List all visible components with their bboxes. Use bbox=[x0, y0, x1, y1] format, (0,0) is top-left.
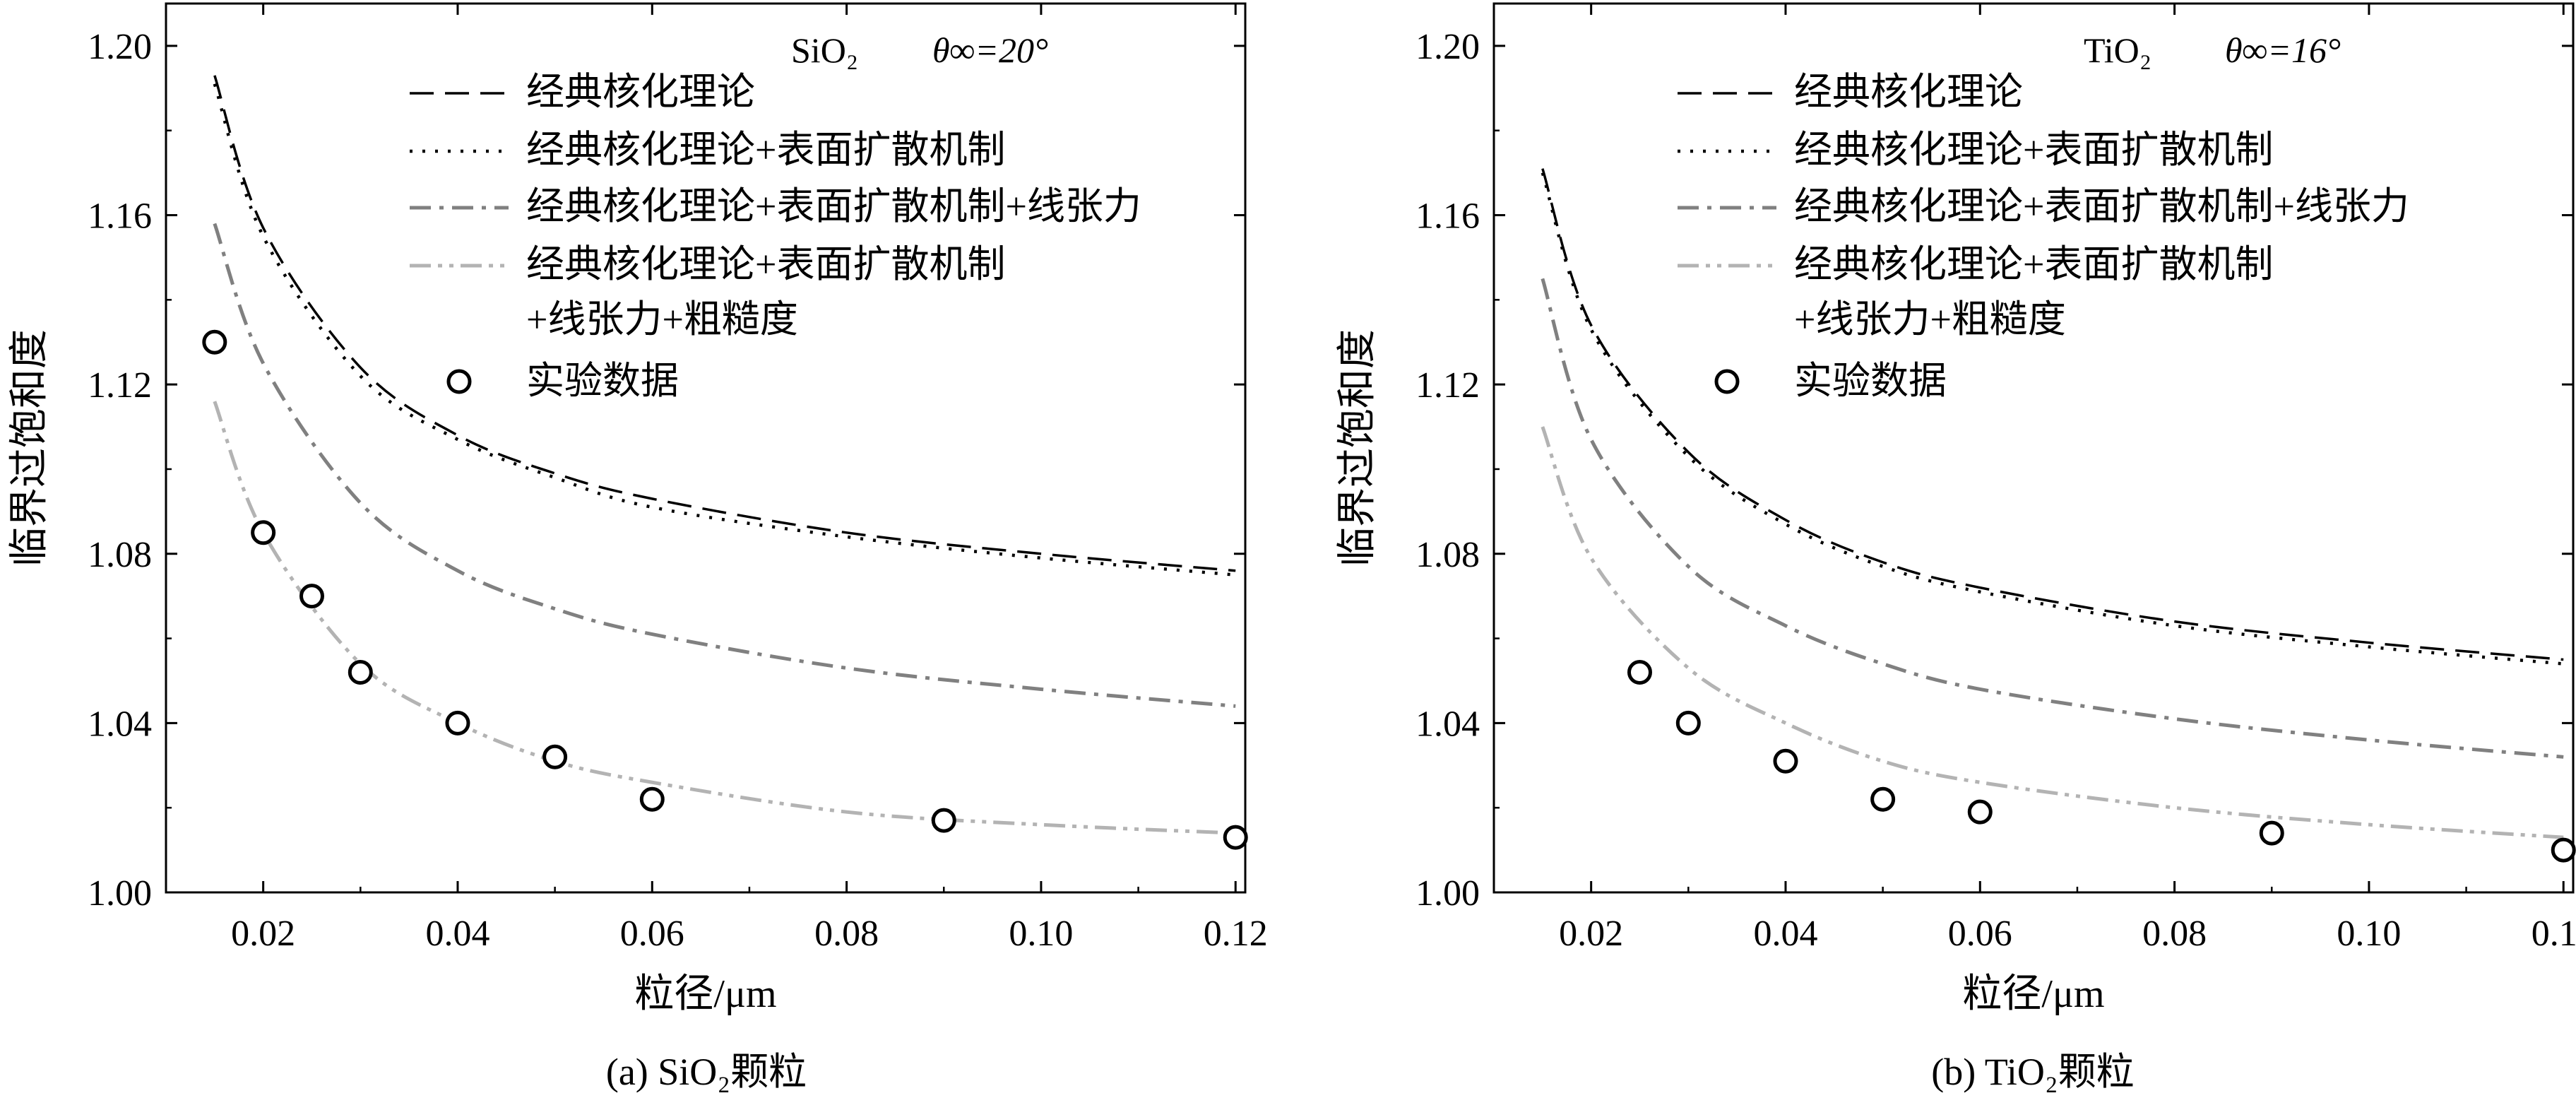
y-tick-label: 1.20 bbox=[88, 27, 152, 67]
experimental-point bbox=[639, 786, 665, 812]
series-line-1 bbox=[1541, 168, 2564, 661]
experimental-point bbox=[2551, 837, 2576, 863]
experimental-point bbox=[1967, 799, 1993, 825]
experimental-point bbox=[1675, 710, 1701, 736]
legend-marker-experimental bbox=[446, 369, 472, 394]
legend-label-1: 经典核化理论 bbox=[526, 71, 755, 113]
x-tick-label: 0.10 bbox=[2337, 914, 2401, 954]
experimental-point bbox=[445, 710, 470, 736]
plot-frame bbox=[165, 2, 1247, 894]
y-tick-label: 1.04 bbox=[88, 704, 152, 744]
chart-panel-a: 0.02 0.04 0.06 0.08 0.10 0.12 1.00 1.04 1.08 1.12… bbox=[8, 2, 1268, 1093]
legend-label-4: 经典核化理论+表面扩散机制 bbox=[1794, 243, 2273, 285]
series-line-3 bbox=[213, 223, 1236, 708]
panel-caption: (a) SiO₂颗粒 bbox=[606, 1051, 807, 1093]
x-tick-label: 0.12 bbox=[2532, 914, 2576, 954]
contact-angle-label: θ∞=16° bbox=[2225, 30, 2341, 70]
legend-label-4-line2: +线张力+粗糙度 bbox=[1794, 298, 2066, 341]
legend-label-experimental: 实验数据 bbox=[1794, 360, 1947, 402]
x-tick-label: 0.12 bbox=[1204, 914, 1268, 954]
x-tick-label: 0.10 bbox=[1009, 914, 1073, 954]
y-axis-title: 临界过饱和度 bbox=[8, 329, 52, 567]
legend-label-1: 经典核化理论 bbox=[1794, 71, 2023, 113]
legend-label-3: 经典核化理论+表面扩散机制+线张力 bbox=[1794, 185, 2409, 228]
experimental-point bbox=[1627, 659, 1652, 685]
y-tick-label: 1.20 bbox=[1415, 27, 1480, 67]
x-tick-label: 0.04 bbox=[425, 914, 489, 954]
experimental-point bbox=[251, 520, 276, 545]
experimental-point bbox=[1773, 748, 1798, 774]
y-tick-label: 1.00 bbox=[88, 873, 152, 914]
x-tick-label: 0.08 bbox=[2142, 914, 2207, 954]
experimental-point bbox=[1223, 825, 1248, 850]
y-tick-label: 1.12 bbox=[88, 365, 152, 406]
series-line-3 bbox=[1541, 278, 2564, 759]
experimental-point bbox=[931, 808, 956, 833]
experimental-point bbox=[348, 659, 373, 685]
legend-label-2: 经典核化理论+表面扩散机制 bbox=[1794, 129, 2273, 171]
x-axis-title: 粒径/μm bbox=[1962, 972, 2104, 1016]
legend-marker-experimental bbox=[1714, 369, 1740, 394]
y-tick-label: 1.08 bbox=[1415, 535, 1480, 575]
experimental-point bbox=[299, 584, 324, 609]
experimental-point bbox=[542, 744, 568, 769]
contact-angle-label: θ∞=20° bbox=[932, 30, 1048, 70]
y-tick-label: 1.04 bbox=[1415, 704, 1480, 744]
x-tick-label: 0.08 bbox=[814, 914, 879, 954]
x-tick-label: 0.02 bbox=[1559, 914, 1623, 954]
legend-label-3: 经典核化理论+表面扩散机制+线张力 bbox=[526, 185, 1141, 228]
x-tick-label: 0.04 bbox=[1753, 914, 1817, 954]
panel-caption: (b) TiO₂颗粒 bbox=[1931, 1051, 2134, 1093]
x-tick-label: 0.06 bbox=[1948, 914, 2012, 954]
y-tick-label: 1.08 bbox=[88, 535, 152, 575]
y-tick-label: 1.12 bbox=[1415, 365, 1480, 406]
material-label: SiO₂ bbox=[791, 30, 858, 70]
legend-label-experimental: 实验数据 bbox=[526, 360, 679, 402]
plot-frame bbox=[1492, 2, 2575, 894]
experimental-point bbox=[2259, 820, 2284, 846]
x-axis-title: 粒径/μm bbox=[634, 972, 776, 1016]
series-line-2 bbox=[1541, 172, 2564, 666]
series-line-4 bbox=[1541, 426, 2564, 839]
legend-label-4: 经典核化理论+表面扩散机制 bbox=[526, 243, 1005, 285]
x-tick-label: 0.02 bbox=[231, 914, 295, 954]
y-axis-title: 临界过饱和度 bbox=[1336, 329, 1379, 567]
experimental-point bbox=[202, 329, 227, 355]
legend-label-2: 经典核化理论+表面扩散机制 bbox=[526, 129, 1005, 171]
y-tick-label: 1.16 bbox=[1415, 196, 1480, 237]
y-tick-label: 1.16 bbox=[88, 196, 152, 237]
material-label: TiO₂ bbox=[2084, 30, 2151, 70]
legend-label-4-line2: +线张力+粗糙度 bbox=[526, 298, 798, 341]
x-tick-label: 0.06 bbox=[620, 914, 684, 954]
experimental-point bbox=[1870, 786, 1896, 812]
y-tick-label: 1.00 bbox=[1415, 873, 1480, 914]
series-line-4 bbox=[213, 401, 1236, 835]
chart-panel-b: 0.02 0.04 0.06 0.08 0.10 0.12 1.00 1.04 1.08 1.12… bbox=[1336, 2, 2576, 1093]
